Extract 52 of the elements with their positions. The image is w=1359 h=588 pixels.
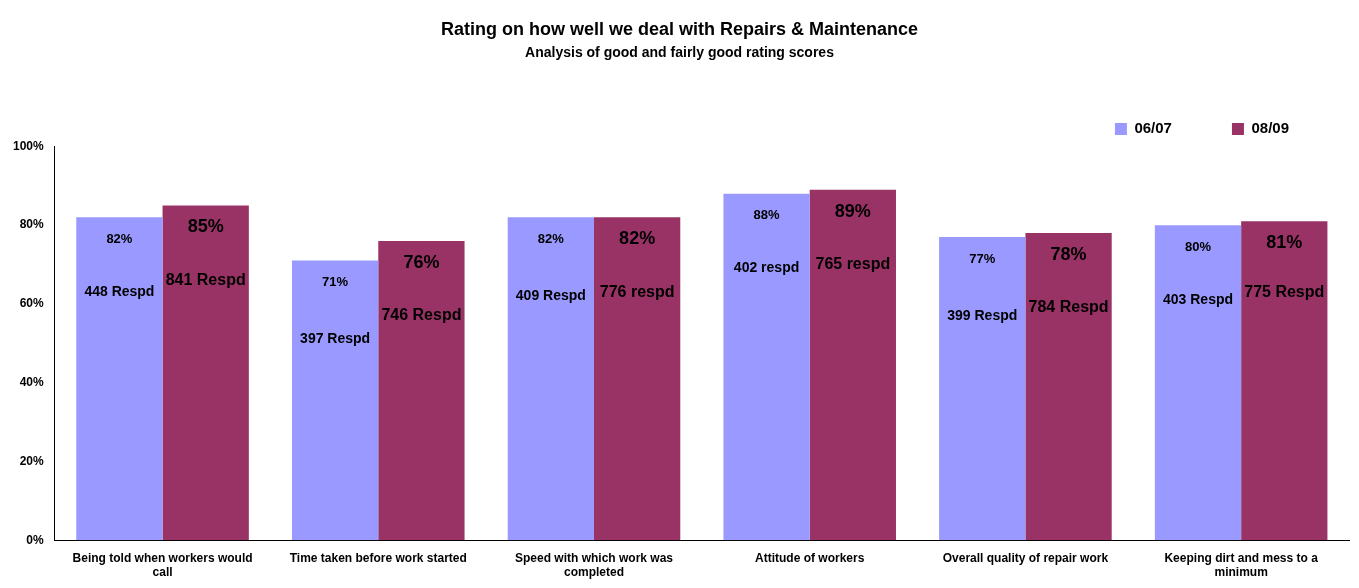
data-label: 82% — [537, 230, 565, 246]
x-tick-label: Time taken before work started — [289, 550, 467, 565]
bar — [1154, 225, 1242, 541]
data-label: 71% — [322, 274, 349, 290]
annotation: 402 respd — [733, 259, 800, 276]
annotation: 746 Respd — [381, 306, 462, 324]
data-label: 81% — [1266, 232, 1303, 253]
x-tick-label: Speed with which work was completed — [514, 550, 674, 580]
data-label: 80% — [1184, 238, 1212, 254]
annotation: 397 Respd — [300, 330, 371, 347]
x-tick-label: Being told when workers would call — [72, 550, 253, 580]
data-label: 78% — [1050, 244, 1087, 264]
data-label: 76% — [403, 251, 440, 272]
annotation: 775 Respd — [1244, 282, 1325, 300]
data-label: 82% — [619, 228, 656, 249]
y-tick-label: 80% — [19, 217, 45, 232]
bar — [507, 217, 594, 541]
bar — [162, 205, 249, 541]
bar — [1241, 221, 1328, 541]
bar — [76, 217, 163, 541]
y-tick-label: 0% — [26, 532, 45, 547]
bar — [593, 217, 681, 541]
annotation: 765 respd — [815, 254, 891, 272]
bar — [1025, 233, 1112, 541]
chart-subtitle: Analysis of good and fairly good rating scores — [525, 43, 835, 60]
bar — [291, 260, 379, 541]
legend-label: 06/07 — [1134, 119, 1172, 137]
annotation: 409 Respd — [515, 286, 586, 303]
bar — [723, 193, 810, 541]
y-tick-label: 20% — [19, 453, 45, 468]
bar — [378, 240, 465, 541]
annotation: 784 Respd — [1028, 298, 1109, 316]
data-label: 82% — [106, 230, 133, 246]
bar — [939, 236, 1026, 541]
data-label: 77% — [969, 250, 996, 266]
annotation: 399 Respd — [947, 306, 1018, 323]
annotation: 448 Respd — [84, 282, 155, 299]
y-tick-label: 100% — [12, 138, 45, 153]
data-label: 88% — [753, 207, 781, 223]
data-label: 89% — [834, 200, 871, 221]
data-label: 85% — [187, 216, 224, 237]
bar — [809, 189, 896, 541]
annotation: 841 Respd — [165, 270, 246, 288]
x-tick-label: Overall quality of repair work — [942, 550, 1109, 565]
legend-label: 08/09 — [1251, 119, 1290, 137]
x-tick-label: Attitude of workers — [755, 550, 865, 565]
chart-title: Rating on how well we deal with Repairs & Maintenance — [440, 18, 919, 39]
annotation: 403 Respd — [1162, 290, 1234, 307]
x-tick-label: Keeping dirt and mess to a minimum — [1164, 550, 1319, 580]
y-tick-label: 60% — [19, 296, 45, 311]
annotation: 776 respd — [599, 282, 675, 300]
y-tick-label: 40% — [19, 374, 45, 389]
